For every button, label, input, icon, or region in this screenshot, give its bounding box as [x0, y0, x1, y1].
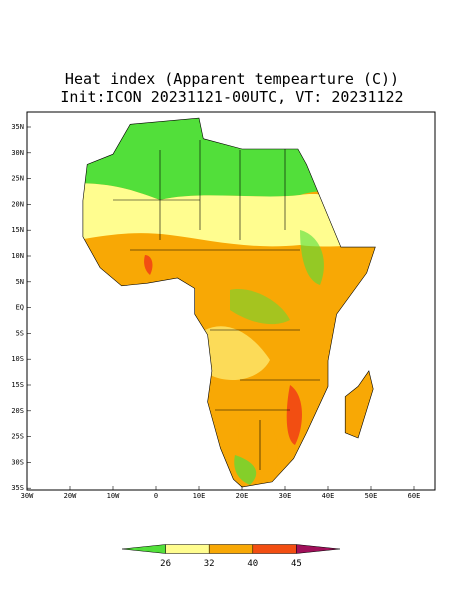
field-green-patch — [230, 289, 290, 325]
lon-label: 20E — [236, 492, 249, 500]
colorbar-label: 26 — [160, 559, 171, 569]
lon-label: 30W — [21, 492, 34, 500]
lat-label: 30S — [11, 458, 24, 466]
lon-label: 60E — [408, 492, 421, 500]
lon-label: 10W — [107, 492, 120, 500]
field-yellow-patch — [205, 326, 270, 380]
lat-label: EQ — [16, 304, 24, 312]
lat-label: 5S — [16, 329, 24, 337]
colorbar-segment — [165, 544, 210, 554]
lon-label: 0 — [154, 492, 158, 500]
lon-label: 20W — [64, 492, 77, 500]
lat-label: 10N — [11, 252, 24, 260]
lon-label: 30E — [279, 492, 292, 500]
lat-label: 10S — [11, 355, 24, 363]
colorbar-label: 32 — [204, 559, 215, 569]
subtitle: Init:ICON 20231121-00UTC, VT: 20231122 — [60, 88, 403, 106]
colorbar-label: 45 — [291, 559, 302, 569]
lat-label: 30N — [11, 149, 24, 157]
field-red-patch — [286, 385, 302, 445]
field-green-highlands — [300, 230, 324, 285]
title: Heat index (Apparent tempearture (C)) — [65, 70, 399, 88]
field-green-cape — [234, 455, 257, 485]
lat-label: 35N — [11, 123, 24, 131]
country-borders — [113, 140, 320, 470]
madagascar — [344, 370, 374, 439]
colorbar-segment — [252, 544, 297, 554]
field-red-patch-2 — [144, 255, 153, 275]
lat-label: 35S — [11, 484, 24, 492]
lat-label: 20N — [11, 200, 24, 208]
lat-label: 25S — [11, 433, 24, 441]
lon-label: 10E — [193, 492, 206, 500]
colorbar-segment — [121, 544, 166, 554]
colorbar-segment — [296, 544, 341, 554]
lat-label: 5N — [16, 278, 24, 286]
lat-label: 15N — [11, 226, 24, 234]
lat-label: 20S — [11, 407, 24, 415]
colorbar: 26 32 40 45 — [121, 544, 341, 569]
lon-label: 40E — [322, 492, 335, 500]
lon-label: 50E — [365, 492, 378, 500]
colorbar-segment — [208, 544, 254, 554]
lat-label: 25N — [11, 175, 24, 183]
colorbar-label: 40 — [247, 559, 258, 569]
axis-labels: 35N 30N 25N 20N 15N 10N 5N EQ 5S 10S 15S 20S 25S 30S 3… — [11, 123, 420, 500]
lat-label: 15S — [11, 381, 24, 389]
field-orange-south — [238, 414, 279, 472]
coastline — [82, 117, 376, 488]
